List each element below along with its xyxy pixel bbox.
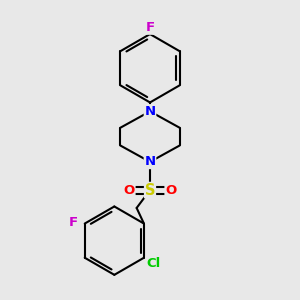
Text: N: N — [144, 105, 156, 118]
Text: F: F — [69, 216, 78, 229]
Text: N: N — [144, 155, 156, 168]
Text: F: F — [146, 21, 154, 34]
Text: O: O — [124, 184, 135, 196]
Text: O: O — [165, 184, 176, 196]
Text: Cl: Cl — [146, 256, 161, 270]
Text: S: S — [145, 183, 155, 198]
